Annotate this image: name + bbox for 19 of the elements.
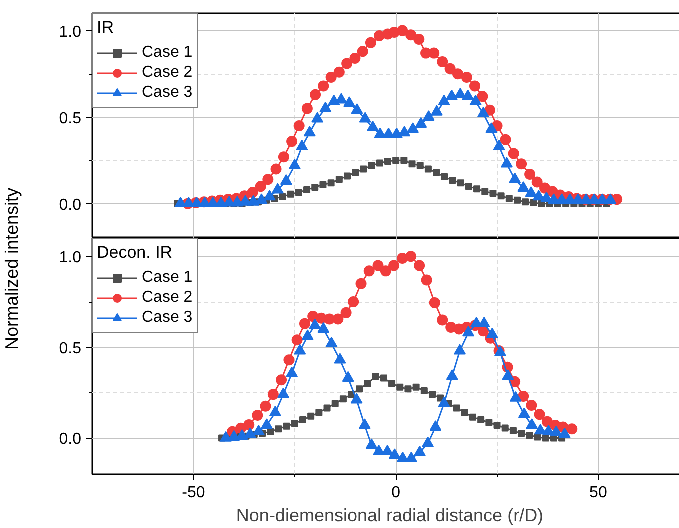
x-tick-label: -50 (182, 484, 206, 502)
legend-title: Decon. IR (97, 243, 174, 263)
x-tick-label: 50 (590, 484, 608, 502)
y-tick-label: 0.0 (59, 431, 82, 448)
y-tick-label: 0.0 (59, 196, 82, 214)
legend-label: Case 2 (142, 64, 193, 82)
legend-label: Case 1 (142, 44, 193, 62)
y-tick-label: 1.0 (59, 24, 82, 41)
legend-title: IR (97, 18, 115, 38)
x-tick-label: 0 (392, 484, 401, 502)
y-tick-label: 1.0 (59, 250, 82, 267)
y-tick-label: 0.5 (59, 110, 82, 128)
legend-label: Case 2 (142, 289, 193, 307)
legend-label: Case 3 (142, 309, 193, 327)
legend-label: Case 3 (142, 84, 193, 102)
y-axis-title: Normalized intensity (1, 188, 24, 350)
x-axis-title: Non-diemensional radial distance (r/D) (236, 506, 544, 526)
y-tick-label: 0.5 (59, 340, 82, 358)
legend-label: Case 1 (142, 269, 193, 287)
